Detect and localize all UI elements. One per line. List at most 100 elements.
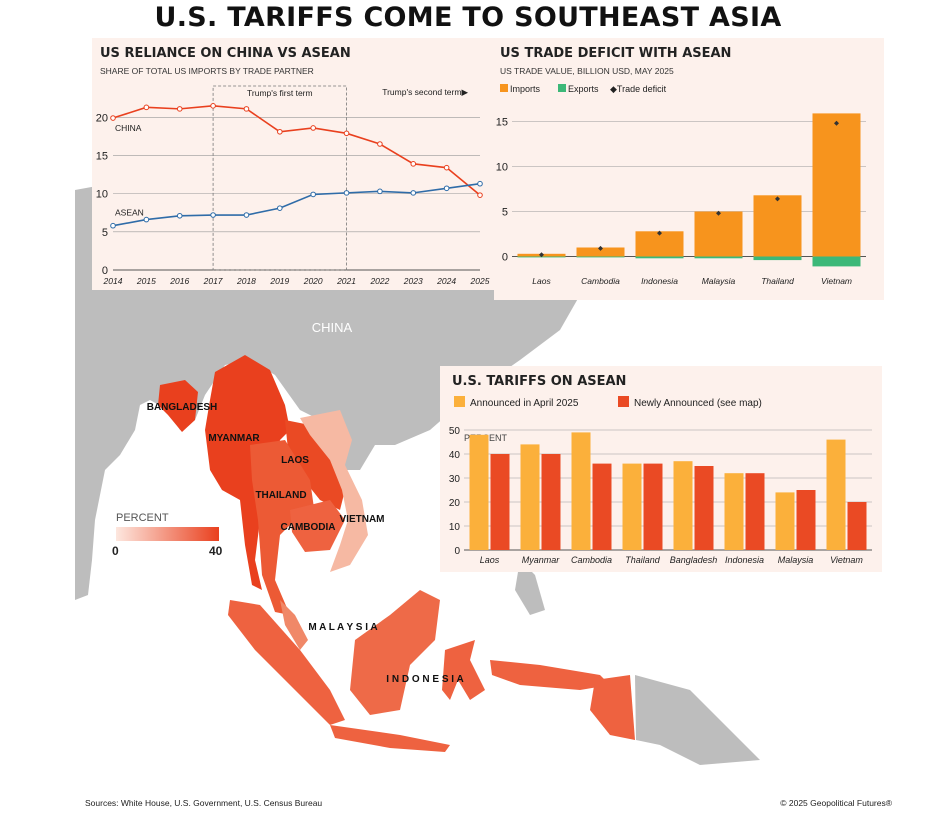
x-tick-label: 2017: [203, 276, 223, 286]
data-point-asean: [410, 190, 417, 196]
bar-series-1: [724, 473, 744, 550]
data-point-china: [277, 128, 283, 135]
map-label-indonesia: I N D O N E S I A: [386, 674, 463, 685]
y-tick-label: 10: [96, 189, 108, 201]
bar-series-1: [571, 432, 591, 550]
legend-swatch-exports: [558, 84, 566, 92]
x-tick-label: Indonesia: [725, 555, 764, 565]
x-tick-label: Thailand: [625, 555, 661, 565]
footer-sources: Sources: White House, U.S. Government, U…: [85, 798, 323, 808]
line-chart: 0 5 10 15 20 2014 2015 2016 2017 2018 2019 2020 2021…: [96, 85, 490, 286]
data-point-china: [343, 130, 350, 137]
map-legend-max: 40: [209, 544, 223, 558]
series-label-china: CHINA: [115, 123, 142, 133]
x-tick-label: Myanmar: [522, 555, 561, 565]
x-tick-label: 2021: [336, 276, 356, 286]
laos-shape: [285, 420, 345, 510]
marker-trade-deficit: [834, 120, 839, 126]
data-point-asean: [377, 188, 383, 195]
borneo-shape: [350, 590, 440, 715]
map-label-laos: LAOS: [281, 455, 309, 466]
data-point-china: [243, 106, 250, 112]
data-point-asean: [210, 212, 216, 218]
map-label-vietnam: VIETNAM: [340, 514, 385, 525]
annotation-first-term: Trump's first term: [247, 88, 313, 98]
thailand-shape: [250, 440, 315, 615]
myanmar-shape: [205, 355, 290, 590]
data-point-china: [310, 125, 316, 131]
x-tick-label: Cambodia: [571, 555, 612, 565]
legend-label-trade-deficit: ◆Trade deficit: [610, 84, 667, 94]
bar-series-1: [622, 463, 642, 550]
x-tick-label: Malaysia: [702, 276, 736, 286]
y-tick-label: 5: [502, 207, 508, 219]
bar-exports: [812, 256, 861, 267]
bar-exports: [753, 256, 802, 261]
x-tick-label: 2020: [303, 276, 323, 286]
cambodia-shape: [290, 500, 345, 552]
legend-swatch-imports: [500, 84, 508, 92]
tariff-panel-title: U.S. TARIFFS ON ASEAN: [452, 374, 627, 389]
trade-deficit-panel: US TRADE DEFICIT WITH ASEAN US TRADE VAL…: [494, 38, 884, 300]
bar-series-2: [490, 454, 510, 550]
bar-exports: [635, 256, 684, 259]
marker-trade-deficit: [598, 245, 603, 251]
philippines-shape: [515, 560, 545, 615]
tariff-chart: Announced in April 2025 Newly Announced (…: [449, 396, 872, 565]
line-panel-subtitle: SHARE OF TOTAL US IMPORTS BY TRADE PARTN…: [100, 66, 314, 76]
data-point-asean: [143, 216, 150, 223]
map-label-thailand: THAILAND: [255, 490, 306, 501]
china-asean-line-panel: US RELIANCE ON CHINA VS ASEAN SHARE OF T…: [92, 38, 494, 290]
java-shape: [330, 725, 450, 752]
map-label-china: CHINA: [312, 320, 353, 335]
legend-label-series-1: Announced in April 2025: [470, 398, 579, 409]
data-point-china: [377, 141, 383, 147]
map-label-cambodia: CAMBODIA: [281, 522, 336, 533]
map-label-malaysia: M A L A Y S I A: [308, 622, 377, 633]
y-tick-label: 20: [449, 498, 461, 509]
bar-series-2: [694, 466, 714, 550]
bar-series-2: [796, 490, 816, 550]
x-tick-label: Malaysia: [778, 555, 814, 565]
y-tick-label: 10: [449, 522, 461, 533]
bangladesh-shape: [158, 380, 198, 432]
x-tick-label: 2014: [103, 276, 123, 286]
x-tick-label: Vietnam: [821, 276, 852, 286]
data-point-asean: [477, 180, 483, 187]
data-point-asean: [277, 205, 283, 211]
x-tick-label: Vietnam: [830, 555, 863, 565]
bar-series-1: [673, 461, 693, 550]
series-line-asean: [112, 182, 481, 227]
y-tick-label: 40: [449, 450, 461, 461]
deficit-panel-subtitle: US TRADE VALUE, BILLION USD, MAY 2025: [500, 66, 674, 76]
x-tick-label: Bangladesh: [670, 555, 718, 565]
data-point-china: [176, 106, 183, 112]
bar-series-1: [469, 434, 489, 550]
bar-series-2: [643, 463, 663, 550]
x-tick-label: Laos: [480, 555, 500, 565]
y-tick-label: 30: [449, 474, 461, 485]
y-tick-label: 20: [96, 112, 108, 124]
papua-new-guinea: [635, 675, 760, 765]
marker-trade-deficit: [539, 252, 544, 258]
annotation-second-term: Trump's second term▶: [382, 87, 468, 97]
data-point-asean: [310, 191, 316, 198]
sulawesi-shape: [442, 640, 485, 700]
x-tick-label: 2023: [403, 276, 423, 286]
malaysia-peninsula: [280, 600, 308, 650]
y-tick-label: 15: [96, 150, 108, 162]
y-tick-label: 10: [496, 162, 508, 174]
legend-swatch-series-1: [454, 396, 465, 407]
y-tick-label: 0: [454, 546, 460, 557]
x-tick-label: 2016: [169, 276, 189, 286]
series-label-asean: ASEAN: [115, 208, 144, 218]
data-point-china: [210, 103, 216, 109]
bar-series-2: [745, 473, 765, 550]
legend-label-exports: Exports: [568, 84, 599, 94]
east-islands-shape: [490, 660, 610, 690]
page-title: U.S. TARIFFS COME TO SOUTHEAST ASIA: [154, 2, 782, 33]
bar-imports: [694, 211, 743, 257]
map-label-myanmar: MYANMAR: [208, 433, 260, 444]
series-line-china: [112, 105, 481, 196]
data-point-china: [443, 164, 450, 171]
